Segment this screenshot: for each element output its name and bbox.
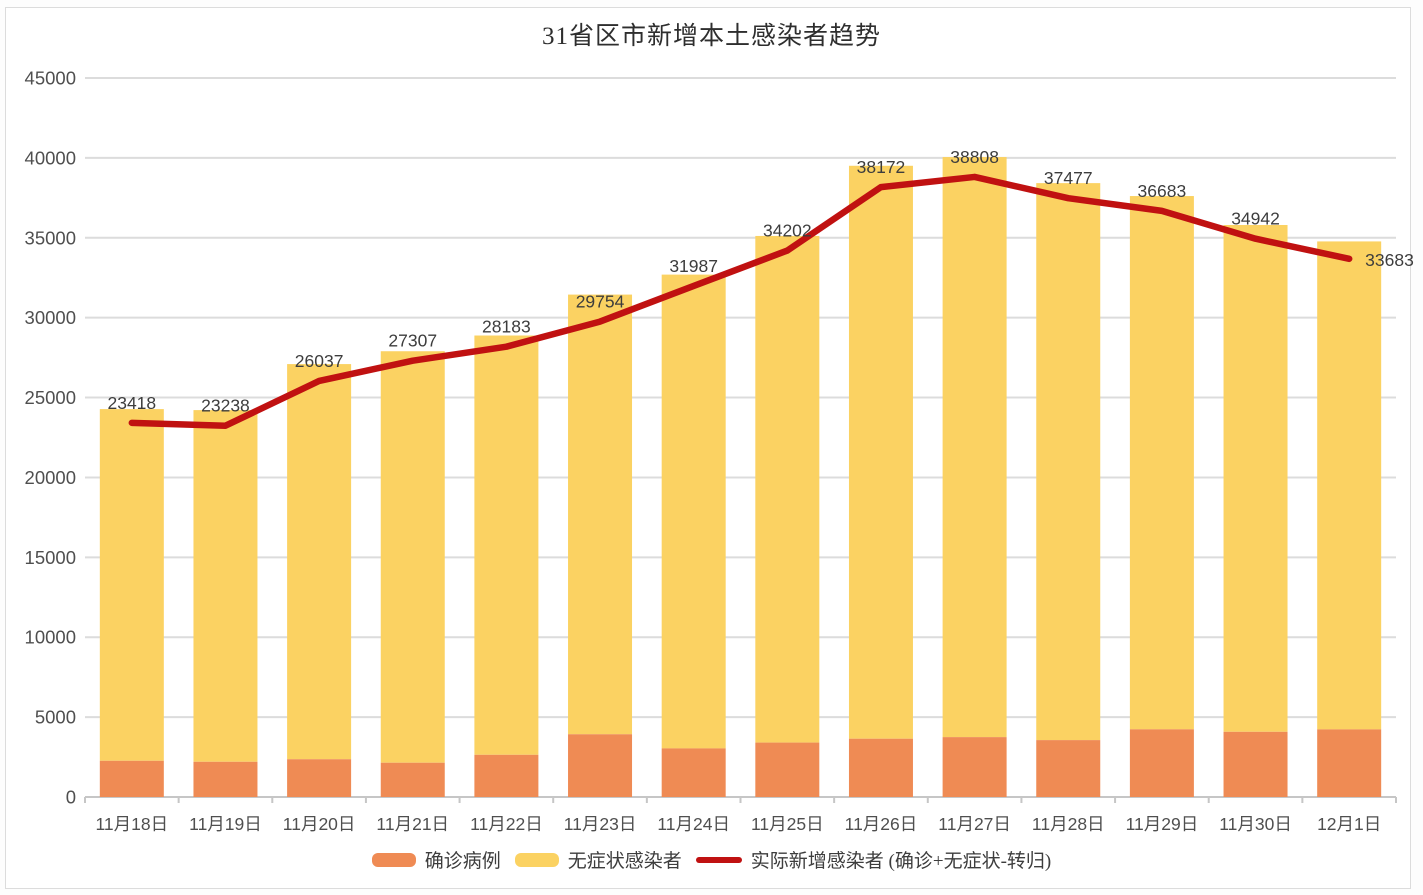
y-tick-label: 40000: [25, 147, 76, 168]
legend-label-confirmed: 确诊病例: [424, 851, 501, 872]
y-tick-label: 15000: [25, 547, 76, 568]
x-tick-label: 12月1日: [1317, 814, 1381, 834]
data-label: 38808: [950, 147, 999, 167]
confirmed-bar: [99, 760, 164, 797]
data-label: 34942: [1231, 209, 1280, 229]
asymptomatic-bar: [1036, 183, 1101, 741]
chart-plot-area: 0 5000 10000 15000 20000 25000 30000 35000 40000…: [25, 68, 1414, 835]
x-axis-labels: 11月18日 11月19日 11月20日 11月21日 11月22日 11月23日 11月2…: [96, 814, 1382, 834]
x-tick-label: 11月19日: [189, 814, 262, 834]
x-tick-label: 11月28日: [1032, 814, 1105, 834]
asymptomatic-bar: [287, 364, 352, 760]
legend-swatch-trendline: [695, 856, 742, 863]
y-tick-label: 45000: [25, 68, 76, 89]
x-tick-label: 11月21日: [376, 814, 449, 834]
asymptomatic-bar: [661, 274, 726, 749]
y-tick-label: 0: [66, 787, 76, 808]
asymptomatic-bar: [568, 294, 633, 735]
x-tick-label: 11月27日: [938, 814, 1011, 834]
y-tick-label: 20000: [25, 467, 76, 488]
asymptomatic-bar: [193, 410, 258, 762]
y-tick-label: 30000: [25, 307, 76, 328]
legend-label-trendline: 实际新增感染者 (确诊+无症状-转归): [750, 851, 1052, 872]
asymptomatic-bar: [848, 165, 913, 739]
y-axis-labels: 0 5000 10000 15000 20000 25000 30000 35000 40000…: [25, 68, 76, 808]
asymptomatic-bar: [99, 409, 164, 761]
y-tick-label: 10000: [25, 627, 76, 648]
data-label: 31987: [669, 256, 718, 276]
confirmed-bar: [661, 748, 726, 797]
confirmed-bar: [1317, 729, 1382, 797]
x-tick-label: 11月26日: [845, 814, 918, 834]
asymptomatic-bar: [1223, 224, 1288, 732]
data-label: 23418: [107, 393, 156, 413]
asymptomatic-bar: [1317, 241, 1382, 730]
y-tick-label: 5000: [35, 707, 76, 728]
legend-item-trendline: 实际新增感染者 (确诊+无症状-转归): [695, 846, 1052, 873]
confirmed-bar: [755, 742, 820, 797]
chart-title: 31省区市新增本土感染者趋势: [541, 23, 881, 50]
confirmed-bar: [568, 734, 633, 797]
data-label: 36683: [1138, 181, 1187, 201]
confirmed-bar: [380, 762, 445, 797]
asymptomatic-bar: [474, 335, 539, 755]
x-tick-label: 11月18日: [96, 814, 169, 834]
asymptomatic-bar: [942, 157, 1007, 738]
confirmed-bar: [1223, 731, 1288, 797]
x-tick-label: 11月30日: [1219, 814, 1292, 834]
legend-item-asymptomatic: 无症状感染者: [514, 846, 682, 873]
data-label: 38172: [857, 157, 906, 177]
confirmed-bar: [287, 759, 352, 797]
x-tick-label: 11月25日: [751, 814, 824, 834]
confirmed-bar: [942, 737, 1007, 797]
data-label: 29754: [576, 292, 625, 312]
asymptomatic-bar: [755, 235, 820, 743]
data-label: 37477: [1044, 168, 1093, 188]
confirmed-bar: [474, 754, 539, 797]
x-tick-label: 11月23日: [564, 814, 637, 834]
data-label: 34202: [763, 221, 812, 241]
confirmed-bar: [848, 738, 913, 797]
legend-swatch-confirmed: [371, 852, 416, 867]
data-label: 27307: [388, 331, 437, 351]
data-label: 28183: [482, 317, 531, 337]
x-tick-label: 11月29日: [1126, 814, 1199, 834]
y-gridlines: [85, 77, 1396, 798]
data-label: 26037: [295, 351, 344, 371]
legend-item-confirmed: 确诊病例: [371, 846, 501, 873]
asymptomatic-bar: [1129, 196, 1194, 730]
confirmed-bar: [1036, 740, 1101, 797]
x-tick-label: 11月24日: [657, 814, 730, 834]
x-tick-label: 11月20日: [283, 814, 356, 834]
data-label: 33683: [1365, 250, 1414, 270]
y-tick-label: 35000: [25, 227, 76, 248]
confirmed-bar: [193, 761, 258, 797]
legend: 确诊病例 无症状感染者 实际新增感染者 (确诊+无症状-转归): [0, 846, 1423, 873]
x-tick-label: 11月22日: [470, 814, 543, 834]
legend-swatch-asymptomatic: [514, 852, 559, 867]
asymptomatic-bar: [380, 351, 445, 763]
legend-label-asymptomatic: 无症状感染者: [567, 851, 682, 872]
confirmed-bar: [1129, 729, 1194, 797]
y-tick-label: 25000: [25, 387, 76, 408]
data-label: 23238: [201, 396, 250, 416]
